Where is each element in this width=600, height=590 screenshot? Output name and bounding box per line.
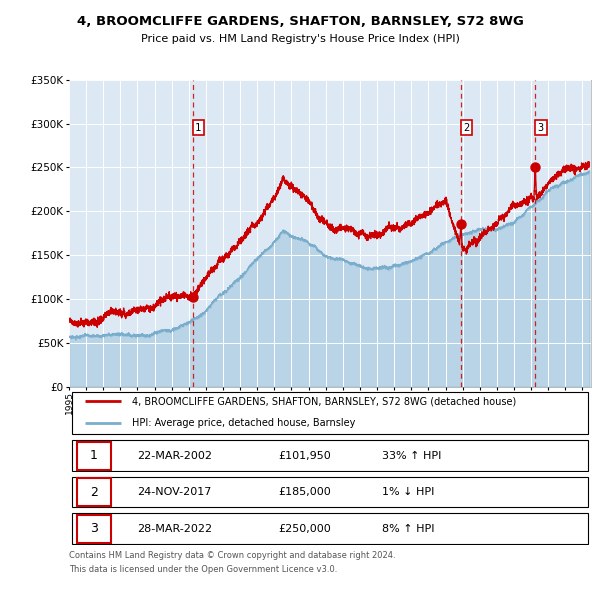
Text: Contains HM Land Registry data © Crown copyright and database right 2024.: Contains HM Land Registry data © Crown c… bbox=[69, 550, 395, 559]
Bar bbox=[77, 514, 111, 543]
Bar bbox=[77, 442, 111, 470]
Text: 33% ↑ HPI: 33% ↑ HPI bbox=[382, 451, 442, 461]
Text: 24-NOV-2017: 24-NOV-2017 bbox=[137, 487, 211, 497]
Text: This data is licensed under the Open Government Licence v3.0.: This data is licensed under the Open Gov… bbox=[69, 565, 337, 574]
Text: 2: 2 bbox=[90, 486, 98, 499]
Text: 8% ↑ HPI: 8% ↑ HPI bbox=[382, 523, 434, 533]
Text: £185,000: £185,000 bbox=[278, 487, 331, 497]
Text: 2: 2 bbox=[463, 123, 470, 133]
Text: 1% ↓ HPI: 1% ↓ HPI bbox=[382, 487, 434, 497]
Text: 4, BROOMCLIFFE GARDENS, SHAFTON, BARNSLEY, S72 8WG (detached house): 4, BROOMCLIFFE GARDENS, SHAFTON, BARNSLE… bbox=[131, 396, 516, 407]
Text: £101,950: £101,950 bbox=[278, 451, 331, 461]
Text: 1: 1 bbox=[195, 123, 202, 133]
Text: 1: 1 bbox=[90, 449, 98, 462]
Text: 22-MAR-2002: 22-MAR-2002 bbox=[137, 451, 212, 461]
Text: 28-MAR-2022: 28-MAR-2022 bbox=[137, 523, 212, 533]
Text: £250,000: £250,000 bbox=[278, 523, 331, 533]
Text: 3: 3 bbox=[90, 522, 98, 535]
Bar bbox=[77, 478, 111, 506]
Text: Price paid vs. HM Land Registry's House Price Index (HPI): Price paid vs. HM Land Registry's House … bbox=[140, 34, 460, 44]
Text: HPI: Average price, detached house, Barnsley: HPI: Average price, detached house, Barn… bbox=[131, 418, 355, 428]
Text: 3: 3 bbox=[538, 123, 544, 133]
Text: 4, BROOMCLIFFE GARDENS, SHAFTON, BARNSLEY, S72 8WG: 4, BROOMCLIFFE GARDENS, SHAFTON, BARNSLE… bbox=[77, 15, 523, 28]
